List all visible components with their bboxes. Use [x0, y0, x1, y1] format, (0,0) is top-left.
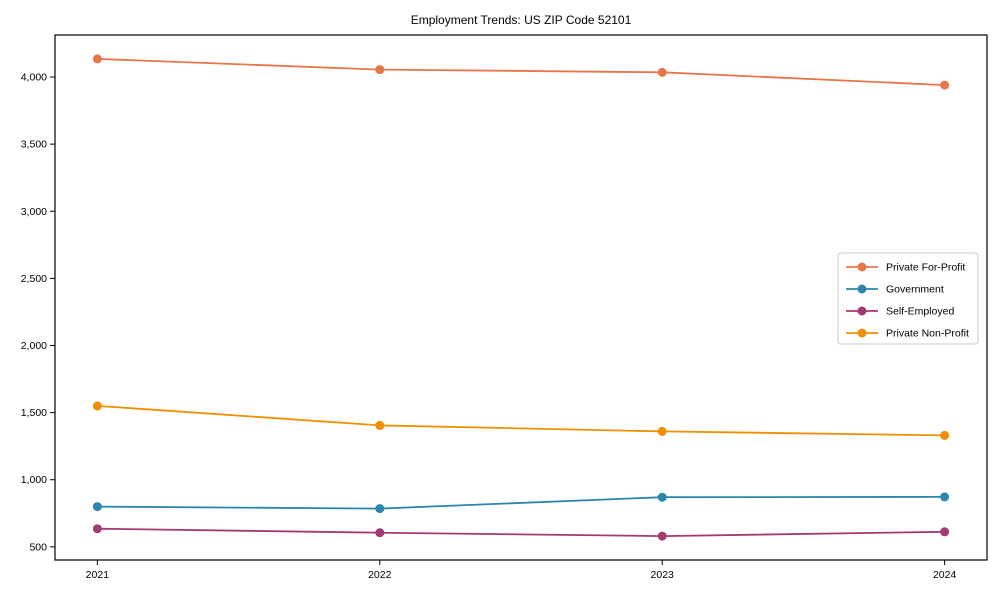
legend-marker-private-non-profit — [857, 328, 867, 338]
x-axis-tick-label: 2024 — [933, 569, 957, 581]
y-axis-tick-label: 1,500 — [21, 407, 47, 419]
legend-label-government: Government — [886, 284, 944, 296]
x-axis-tick-label: 2023 — [651, 569, 675, 581]
legend-marker-private-for-profit — [857, 262, 867, 272]
data-point-private-for-profit — [92, 54, 102, 64]
data-point-self-employed — [657, 531, 667, 541]
y-axis-tick-label: 1,000 — [21, 474, 47, 486]
series-line-private-non-profit — [97, 405, 945, 437]
y-axis-tick-label: 3,000 — [21, 206, 47, 218]
legend-label-self-employed: Self-Employed — [886, 306, 954, 318]
data-point-government — [92, 502, 102, 512]
data-point-government — [657, 492, 667, 502]
data-point-self-employed — [375, 528, 385, 538]
data-point-private-non-profit — [92, 401, 102, 411]
legend-marker-government — [857, 284, 867, 294]
series-line-government — [97, 495, 945, 510]
legend-label-private-non-profit: Private Non-Profit — [886, 328, 969, 340]
plot-border — [54, 34, 988, 561]
legend-marker-self-employed — [857, 306, 867, 316]
data-point-private-non-profit — [940, 430, 950, 440]
legend-box — [837, 252, 979, 345]
data-point-private-for-profit — [657, 67, 667, 77]
series-line-self-employed — [97, 527, 945, 538]
legend: Private For-Profit Government Self-Employe… — [837, 252, 979, 345]
legend-label-private-for-profit: Private For-Profit — [886, 262, 965, 274]
x-axis-tick-label: 2021 — [86, 569, 110, 581]
x-axis-tick-label: 2022 — [368, 569, 392, 581]
plot-area: 500 1,000 1,500 2,000 2,500 3,000 3,500 4,000 20… — [21, 34, 988, 581]
data-point-private-for-profit — [375, 65, 385, 75]
chart-title: Employment Trends: US ZIP Code 52101 — [411, 13, 632, 27]
data-point-self-employed — [92, 524, 102, 534]
data-point-government — [940, 492, 950, 502]
y-axis-tick-label: 2,500 — [21, 273, 47, 285]
data-point-self-employed — [940, 527, 950, 537]
data-point-private-non-profit — [375, 420, 385, 430]
data-point-government — [375, 504, 385, 514]
data-point-private-for-profit — [940, 80, 950, 90]
y-axis-tick-label: 2,000 — [21, 340, 47, 352]
y-axis-tick-label: 4,000 — [21, 72, 47, 84]
series-line-private-for-profit — [97, 58, 945, 86]
data-point-private-non-profit — [657, 426, 667, 436]
y-axis-tick-label: 3,500 — [21, 139, 47, 151]
y-axis-tick-label: 500 — [29, 541, 47, 553]
